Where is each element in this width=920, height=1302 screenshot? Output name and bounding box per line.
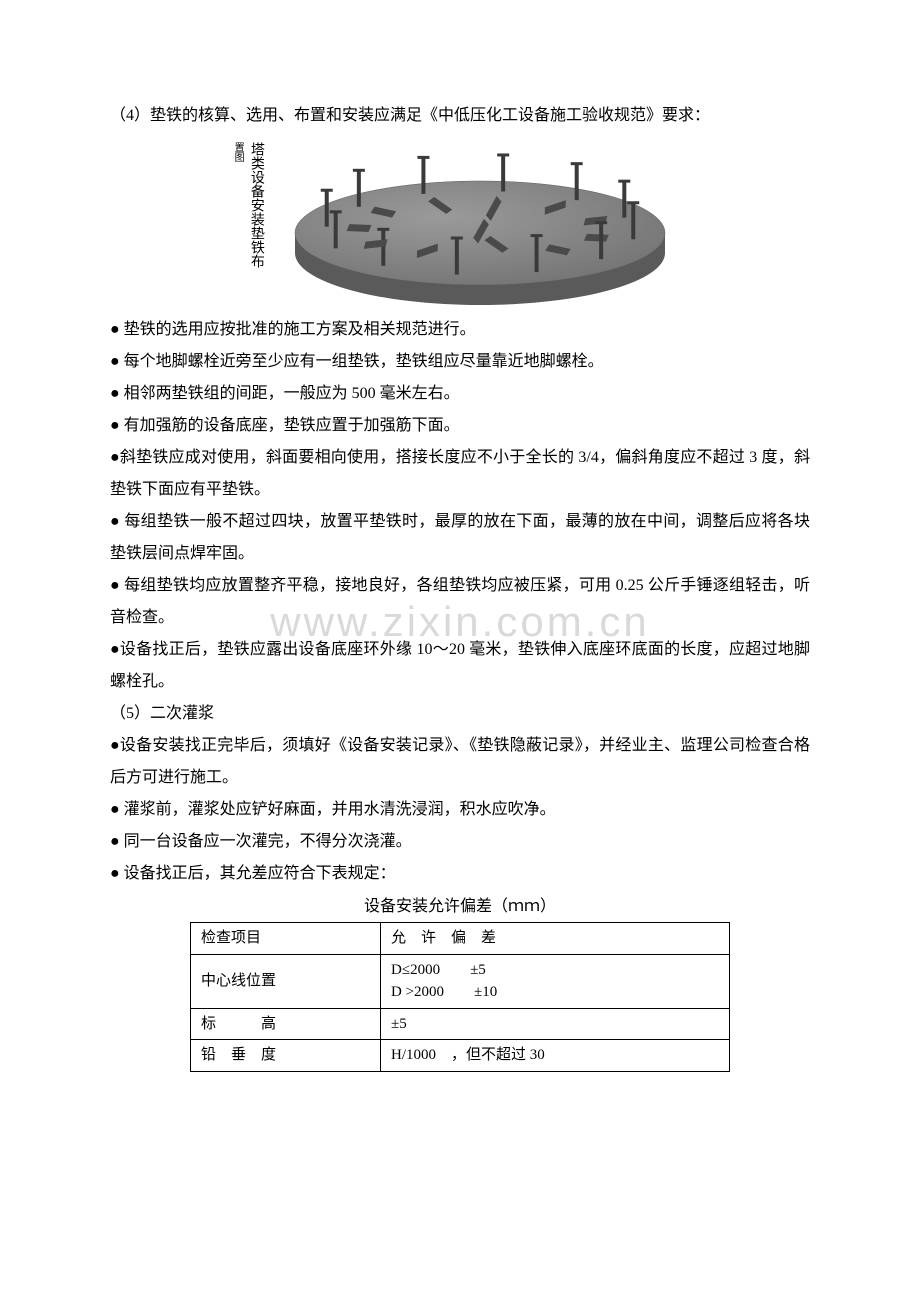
figure-block: 置图 塔类设备安装垫铁布 <box>210 138 710 308</box>
table-header-cell: 检查项目 <box>191 923 381 955</box>
figure-caption-aux: 置图 <box>230 138 245 162</box>
bullet-item: ●设备找正后，垫铁应露出设备底座环外缘 10～20 毫米，垫铁伸入底座环底面的长… <box>110 634 810 698</box>
bullet-item: ● 垫铁的选用应按批准的施工方案及相关规范进行。 <box>110 314 810 346</box>
bullet-item: ● 同一台设备应一次灌完，不得分次浇灌。 <box>110 826 810 858</box>
table-cell: 标 高 <box>191 1008 381 1040</box>
bullet-item: ● 相邻两垫铁组的间距，一般应为 500 毫米左右。 <box>110 378 810 410</box>
table-cell: H/1000 ，但不超过 30 <box>381 1040 730 1072</box>
figure-caption-main: 塔类设备安装垫铁布 <box>247 138 264 268</box>
bullet-item: ● 每个地脚螺栓近旁至少应有一组垫铁，垫铁组应尽量靠近地脚螺栓。 <box>110 346 810 378</box>
table-header-row: 检查项目允 许 偏 差 <box>191 923 730 955</box>
table-cell: 铅 垂 度 <box>191 1040 381 1072</box>
table-cell: D≤2000 ±5D >2000 ±10 <box>381 954 730 1008</box>
table-row: 中心线位置D≤2000 ±5D >2000 ±10 <box>191 954 730 1008</box>
table-cell: 中心线位置 <box>191 954 381 1008</box>
intro-paragraph: （4）垫铁的核算、选用、布置和安装应满足《中低压化工设备施工验收规范》要求： <box>110 100 810 132</box>
table-cell: ±5 <box>381 1008 730 1040</box>
table-header-cell: 允 许 偏 差 <box>381 923 730 955</box>
tolerance-table: 检查项目允 许 偏 差中心线位置D≤2000 ±5D >2000 ±10标 高±… <box>190 922 730 1072</box>
bullet-item: （5）二次灌浆 <box>110 698 810 730</box>
bullet-item: ● 每组垫铁一般不超过四块，放置平垫铁时，最厚的放在下面，最薄的放在中间，调整后… <box>110 506 810 570</box>
bullet-item: ● 设备找正后，其允差应符合下表规定： <box>110 858 810 890</box>
bullet-item: ● 灌浆前，灌浆处应铲好麻面，并用水清洗浸润，积水应吹净。 <box>110 794 810 826</box>
table-row: 标 高±5 <box>191 1008 730 1040</box>
document-page: （4）垫铁的核算、选用、布置和安装应满足《中低压化工设备施工验收规范》要求： 置… <box>0 0 920 1132</box>
bullet-item: ● 有加强筋的设备底座，垫铁应置于加强筋下面。 <box>110 410 810 442</box>
bullet-item: ●斜垫铁应成对使用，斜面要相向使用，搭接长度应不小于全长的 3/4，偏斜角度应不… <box>110 442 810 506</box>
bullet-item: ● 每组垫铁均应放置整齐平稳，接地良好，各组垫铁均应被压紧，可用 0.25 公斤… <box>110 570 810 634</box>
anchor-bolt-diagram <box>270 138 690 308</box>
bullet-item: ●设备安装找正完毕后，须填好《设备安装记录》、《垫铁隐蔽记录》，并经业主、监理公… <box>110 730 810 794</box>
bullet-list: ● 垫铁的选用应按批准的施工方案及相关规范进行。● 每个地脚螺栓近旁至少应有一组… <box>110 314 810 890</box>
table-row: 铅 垂 度H/1000 ，但不超过 30 <box>191 1040 730 1072</box>
table-title: 设备安装允许偏差（ｍｍ） <box>110 892 810 916</box>
